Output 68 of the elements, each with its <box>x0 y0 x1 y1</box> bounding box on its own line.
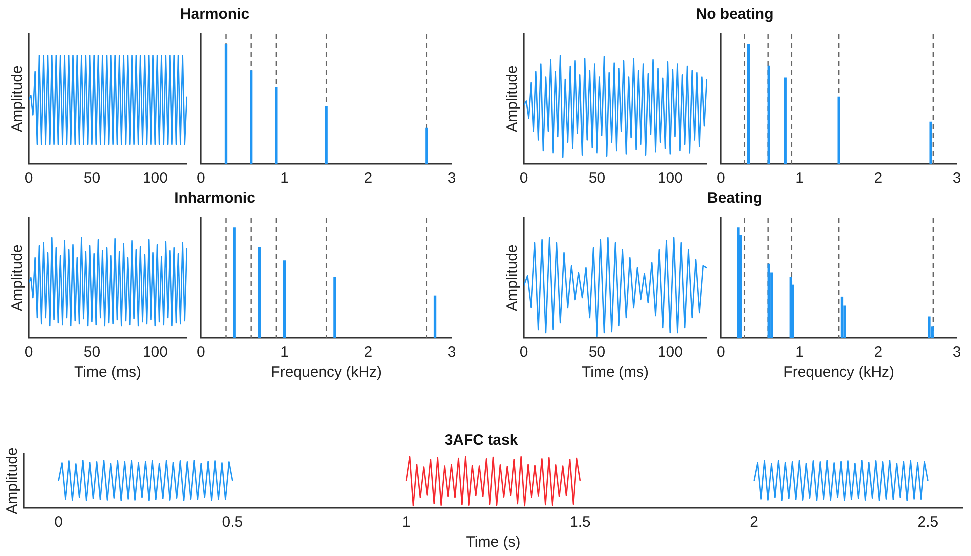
x-axis-title: Time (ms) <box>74 364 142 382</box>
bar <box>283 260 286 338</box>
bar <box>747 44 750 164</box>
bar <box>928 316 931 338</box>
chart-title: Beating <box>706 190 764 207</box>
x-tick-label: 2 <box>364 344 373 362</box>
bar <box>250 70 253 164</box>
bar <box>275 87 278 164</box>
x-tick-label: 0 <box>520 170 528 188</box>
chart-title: Harmonic <box>179 6 251 23</box>
x-tick-label: 100 <box>142 170 168 188</box>
x-tick-label: 0 <box>197 170 206 188</box>
x-axis-title: Frequency (kHz) <box>784 364 895 382</box>
bar <box>434 296 437 338</box>
y-axis-title: Amplitude <box>9 66 26 132</box>
x-tick-label: 0.5 <box>222 514 244 532</box>
x-tick-label: 0 <box>54 514 63 532</box>
x-tick-label: 3 <box>448 170 456 188</box>
x-tick-label: 50 <box>588 344 606 362</box>
x-tick-label: 50 <box>84 170 101 188</box>
x-tick-label: 2 <box>750 514 759 532</box>
x-tick-label: 1.5 <box>570 514 591 532</box>
x-tick-label: 3 <box>448 344 456 362</box>
bar <box>737 228 740 338</box>
x-tick-label: 3 <box>952 170 962 188</box>
bar <box>784 78 787 164</box>
x-tick-label: 1 <box>280 344 289 362</box>
x-tick-label: 1 <box>796 344 804 362</box>
x-axis-title: Time (s) <box>466 534 521 552</box>
y-axis-title: Amplitude <box>9 244 26 312</box>
bar <box>840 296 844 338</box>
x-tick-label: 2 <box>874 170 883 188</box>
x-tick-label: 50 <box>84 344 101 362</box>
bar <box>258 247 262 338</box>
x-tick-label: 2.5 <box>918 514 939 532</box>
x-tick-label: 1 <box>402 514 411 532</box>
bar <box>930 122 932 164</box>
x-tick-label: 1 <box>280 170 289 188</box>
bar <box>224 44 228 164</box>
bar <box>325 106 328 164</box>
x-axis-title: Time (ms) <box>582 364 649 382</box>
x-tick-label: 100 <box>658 344 683 362</box>
bar <box>233 228 236 338</box>
x-tick-label: 2 <box>874 344 883 362</box>
x-tick-label: 0 <box>717 344 726 362</box>
x-tick-label: 2 <box>364 170 373 188</box>
y-axis-title: Amplitude <box>4 448 22 514</box>
x-tick-label: 50 <box>588 170 606 188</box>
bar <box>334 277 336 338</box>
bar <box>426 128 428 164</box>
chart-title: 3AFC task <box>444 432 519 450</box>
y-axis-title: Amplitude <box>504 244 522 312</box>
chart-title: No beating <box>695 6 775 23</box>
x-tick-label: 3 <box>952 344 962 362</box>
x-tick-label: 1 <box>796 170 804 188</box>
y-axis-title: Amplitude <box>504 66 522 132</box>
x-tick-label: 100 <box>658 170 683 188</box>
x-tick-label: 100 <box>142 344 168 362</box>
x-axis-title: Frequency (kHz) <box>271 364 382 382</box>
bar <box>768 66 770 164</box>
x-tick-label: 0 <box>717 170 726 188</box>
x-tick-label: 0 <box>520 344 528 362</box>
x-tick-label: 0 <box>197 344 206 362</box>
chart-title: Inharmonic <box>174 190 256 207</box>
bar <box>768 264 770 338</box>
bar <box>838 96 840 164</box>
x-tick-label: 0 <box>24 344 34 362</box>
x-tick-label: 0 <box>24 170 34 188</box>
